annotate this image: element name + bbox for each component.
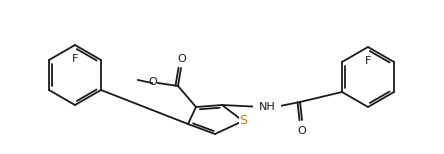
Text: F: F bbox=[365, 56, 371, 66]
Text: O: O bbox=[148, 77, 157, 87]
Text: O: O bbox=[297, 126, 306, 136]
Text: O: O bbox=[178, 54, 186, 64]
Text: S: S bbox=[239, 113, 247, 126]
Text: F: F bbox=[72, 54, 78, 64]
Text: NH: NH bbox=[258, 102, 275, 112]
